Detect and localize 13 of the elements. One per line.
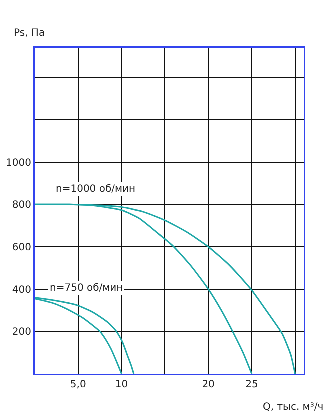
x-tick-label: 10 (115, 380, 128, 390)
y-tick-label: 200 (12, 327, 32, 338)
x-axis-title: Q, тыс. м³/ч (263, 402, 324, 413)
x-tick-label: 25 (246, 380, 258, 390)
x-tick-label: 5,0 (70, 380, 86, 390)
annotation: n=1000 об/мин (56, 184, 136, 195)
annotation: n=750 об/мин (50, 283, 124, 294)
y-tick-label: 400 (12, 284, 32, 296)
y-axis-title: Ps, Па (14, 28, 46, 39)
y-tick-label: 600 (12, 242, 32, 254)
y-tick-label: 800 (12, 200, 32, 212)
y-tick-label: 1000 (6, 158, 32, 169)
x-tick-label: 20 (202, 380, 215, 390)
